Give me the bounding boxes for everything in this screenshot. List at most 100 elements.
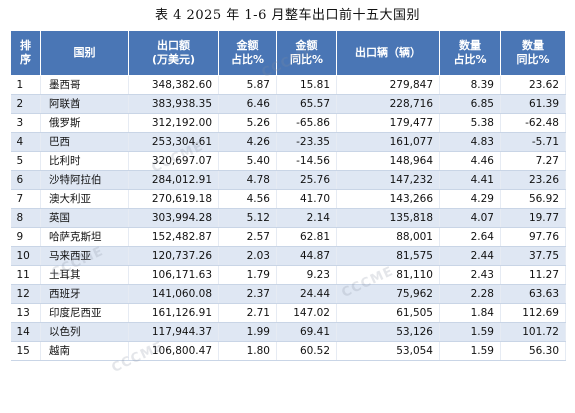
table-row: 9 哈萨克斯坦 152,482.87 2.57 62.81 88,001 2.64 97.76 (10, 227, 566, 247)
col-header-country: 国别 (40, 30, 129, 76)
cell-units-share: 4.46 (439, 151, 501, 171)
table-body: 1 墨西哥 348,382.60 5.87 15.81 279,847 8.39 23.62 2… (10, 75, 566, 361)
cell-units-yoy: -62.48 (500, 113, 566, 133)
cell-rank: 11 (10, 265, 41, 285)
cell-export-units: 148,964 (336, 151, 440, 171)
cell-export-value: 253,304.61 (128, 132, 219, 152)
cell-value-yoy: 60.52 (276, 341, 337, 361)
cell-country: 马来西亚 (40, 246, 129, 266)
cell-value-share: 2.03 (218, 246, 277, 266)
table-row: 13 印度尼西亚 161,126.91 2.71 147.02 61,505 1.84 112… (10, 303, 566, 323)
cell-export-value: 161,126.91 (128, 303, 219, 323)
cell-value-share: 2.37 (218, 284, 277, 304)
cell-export-value: 383,938.35 (128, 94, 219, 114)
cell-units-share: 1.59 (439, 322, 501, 342)
cell-export-units: 75,962 (336, 284, 440, 304)
cell-export-units: 81,110 (336, 265, 440, 285)
cell-export-units: 88,001 (336, 227, 440, 247)
cell-units-yoy: -5.71 (500, 132, 566, 152)
col-header-value-line2: (万美元) (151, 53, 196, 66)
cell-country: 英国 (40, 208, 129, 228)
cell-units-share: 5.38 (439, 113, 501, 133)
cell-country: 西班牙 (40, 284, 129, 304)
col-header-rank-line1: 排 (20, 39, 31, 52)
cell-rank: 4 (10, 132, 41, 152)
cell-units-yoy: 61.39 (500, 94, 566, 114)
cell-rank: 13 (10, 303, 41, 323)
cell-rank: 14 (10, 322, 41, 342)
table-row: 4 巴西 253,304.61 4.26 -23.35 161,077 4.83 -5.71 (10, 132, 566, 152)
cell-units-share: 4.29 (439, 189, 501, 209)
cell-value-share: 4.78 (218, 170, 277, 190)
cell-value-yoy: 2.14 (276, 208, 337, 228)
cell-export-units: 179,477 (336, 113, 440, 133)
cell-country: 比利时 (40, 151, 129, 171)
cell-country: 越南 (40, 341, 129, 361)
col-header-rank-line2: 序 (20, 53, 31, 66)
cell-export-value: 106,171.63 (128, 265, 219, 285)
cell-value-yoy: 25.76 (276, 170, 337, 190)
col-header-units-yoy: 数量 同比% (500, 30, 566, 76)
col-header-units-share: 数量 占比% (439, 30, 501, 76)
table-row: 1 墨西哥 348,382.60 5.87 15.81 279,847 8.39 23.62 (10, 75, 566, 95)
cell-export-value: 348,382.60 (128, 75, 219, 95)
cell-value-yoy: 9.23 (276, 265, 337, 285)
export-table: 排 序 国别 出口额 (万美元) 金额 占比% 金额 同比% (10, 30, 566, 361)
cell-export-value: 284,012.91 (128, 170, 219, 190)
cell-units-yoy: 112.69 (500, 303, 566, 323)
cell-units-share: 2.44 (439, 246, 501, 266)
cell-units-yoy: 63.63 (500, 284, 566, 304)
cell-value-yoy: 65.57 (276, 94, 337, 114)
col-header-rank: 排 序 (10, 30, 41, 76)
cell-export-units: 161,077 (336, 132, 440, 152)
col-header-value-line1: 出口额 (157, 39, 190, 52)
cell-value-yoy: -23.35 (276, 132, 337, 152)
col-header-units-yoy-line2: 同比% (516, 53, 550, 66)
cell-export-units: 279,847 (336, 75, 440, 95)
cell-export-value: 312,192.00 (128, 113, 219, 133)
cell-value-share: 1.99 (218, 322, 277, 342)
cell-country: 土耳其 (40, 265, 129, 285)
cell-units-yoy: 23.62 (500, 75, 566, 95)
cell-units-yoy: 56.30 (500, 341, 566, 361)
cell-value-yoy: 147.02 (276, 303, 337, 323)
cell-units-share: 1.84 (439, 303, 501, 323)
cell-rank: 10 (10, 246, 41, 266)
col-header-units: 出口辆（辆） (336, 30, 440, 76)
cell-rank: 7 (10, 189, 41, 209)
cell-rank: 2 (10, 94, 41, 114)
cell-export-value: 152,482.87 (128, 227, 219, 247)
cell-units-share: 4.83 (439, 132, 501, 152)
cell-export-value: 117,944.37 (128, 322, 219, 342)
cell-value-yoy: 15.81 (276, 75, 337, 95)
cell-rank: 8 (10, 208, 41, 228)
col-header-value-yoy: 金额 同比% (276, 30, 337, 76)
cell-rank: 12 (10, 284, 41, 304)
cell-country: 澳大利亚 (40, 189, 129, 209)
cell-value-share: 2.57 (218, 227, 277, 247)
table-header: 排 序 国别 出口额 (万美元) 金额 占比% 金额 同比% (10, 30, 566, 76)
cell-export-value: 141,060.08 (128, 284, 219, 304)
col-header-value-yoy-line2: 同比% (289, 53, 324, 66)
cell-units-yoy: 19.77 (500, 208, 566, 228)
header-row: 排 序 国别 出口额 (万美元) 金额 占比% 金额 同比% (10, 30, 566, 76)
cell-country: 印度尼西亚 (40, 303, 129, 323)
cell-rank: 15 (10, 341, 41, 361)
cell-export-value: 320,697.07 (128, 151, 219, 171)
cell-country: 阿联酋 (40, 94, 129, 114)
cell-units-yoy: 101.72 (500, 322, 566, 342)
cell-export-units: 53,126 (336, 322, 440, 342)
col-header-units-share-line2: 占比% (453, 53, 487, 66)
cell-value-share: 1.80 (218, 341, 277, 361)
cell-export-units: 147,232 (336, 170, 440, 190)
cell-export-units: 61,505 (336, 303, 440, 323)
table-row: 5 比利时 320,697.07 5.40 -14.56 148,964 4.46 7.27 (10, 151, 566, 171)
table-row: 11 土耳其 106,171.63 1.79 9.23 81,110 2.43 11.27 (10, 265, 566, 285)
col-header-value: 出口额 (万美元) (128, 30, 219, 76)
cell-units-share: 6.85 (439, 94, 501, 114)
cell-export-value: 106,800.47 (128, 341, 219, 361)
col-header-value-yoy-line1: 金额 (295, 39, 318, 52)
cell-export-units: 228,716 (336, 94, 440, 114)
cell-value-share: 1.79 (218, 265, 277, 285)
table-row: 14 以色列 117,944.37 1.99 69.41 53,126 1.59 101.72 (10, 322, 566, 342)
